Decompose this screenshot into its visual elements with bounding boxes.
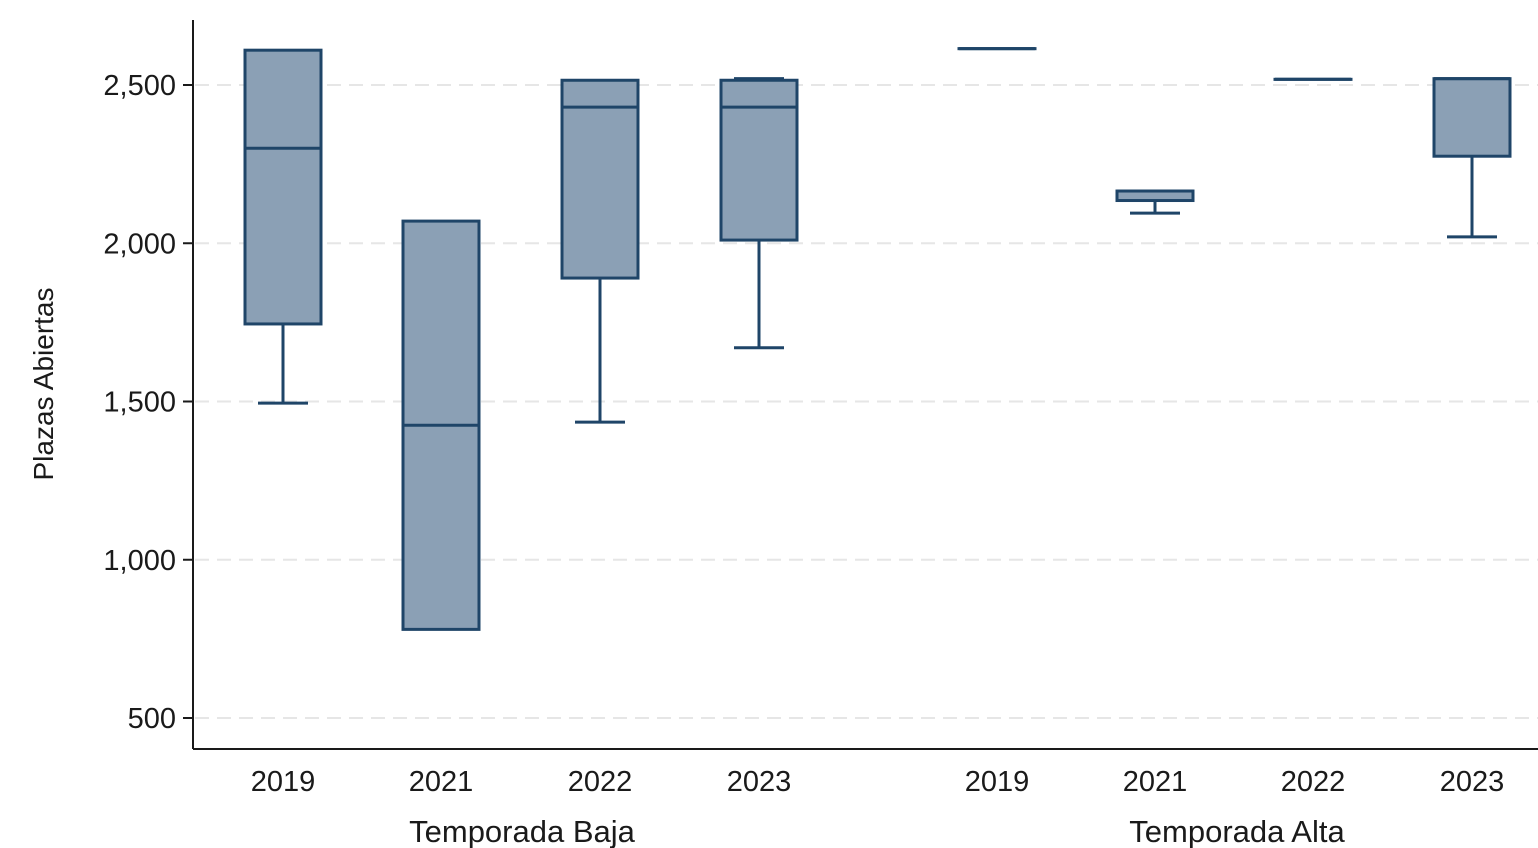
- group-labels: Temporada Baja Temporada Alta: [409, 814, 1345, 848]
- box-temporada-alta-2023: [1432, 77, 1512, 239]
- x-tick-label: 2023: [727, 766, 792, 798]
- box-temporada-baja-2019: [243, 48, 323, 405]
- x-tick-label: 2019: [251, 766, 316, 798]
- grid-lines: [195, 84, 1538, 719]
- x-tick-labels: 2019 2021 2022 2023 2019 2021 2022 2023: [251, 766, 1505, 798]
- x-tick-label: 2021: [409, 766, 474, 798]
- y-axis-title: Plazas Abiertas: [28, 288, 59, 481]
- y-ticks: 500 1,000 1,500 2,000 2,500: [103, 70, 193, 735]
- y-tick-label: 2,500: [103, 70, 176, 102]
- x-tick-label: 2019: [965, 766, 1030, 798]
- box-iqr: [243, 48, 323, 326]
- box-temporada-alta-2021: [1115, 189, 1195, 215]
- y-tick-label: 1,500: [103, 387, 176, 419]
- y-tick-label: 500: [128, 703, 176, 735]
- box-iqr: [560, 78, 640, 280]
- boxes: [243, 47, 1512, 631]
- box-temporada-baja-2022: [560, 78, 640, 424]
- x-tick-label: 2023: [1440, 766, 1505, 798]
- group-label: Temporada Baja: [409, 814, 636, 848]
- box-temporada-baja-2023: [719, 77, 799, 350]
- x-tick-label: 2022: [568, 766, 633, 798]
- x-tick-label: 2021: [1123, 766, 1188, 798]
- y-tick-label: 2,000: [103, 228, 176, 260]
- box-iqr: [719, 78, 799, 242]
- x-tick-label: 2022: [1281, 766, 1346, 798]
- y-tick-label: 1,000: [103, 545, 176, 577]
- box-iqr: [1432, 77, 1512, 158]
- box-temporada-baja-2021: [401, 219, 481, 631]
- group-label: Temporada Alta: [1129, 814, 1345, 848]
